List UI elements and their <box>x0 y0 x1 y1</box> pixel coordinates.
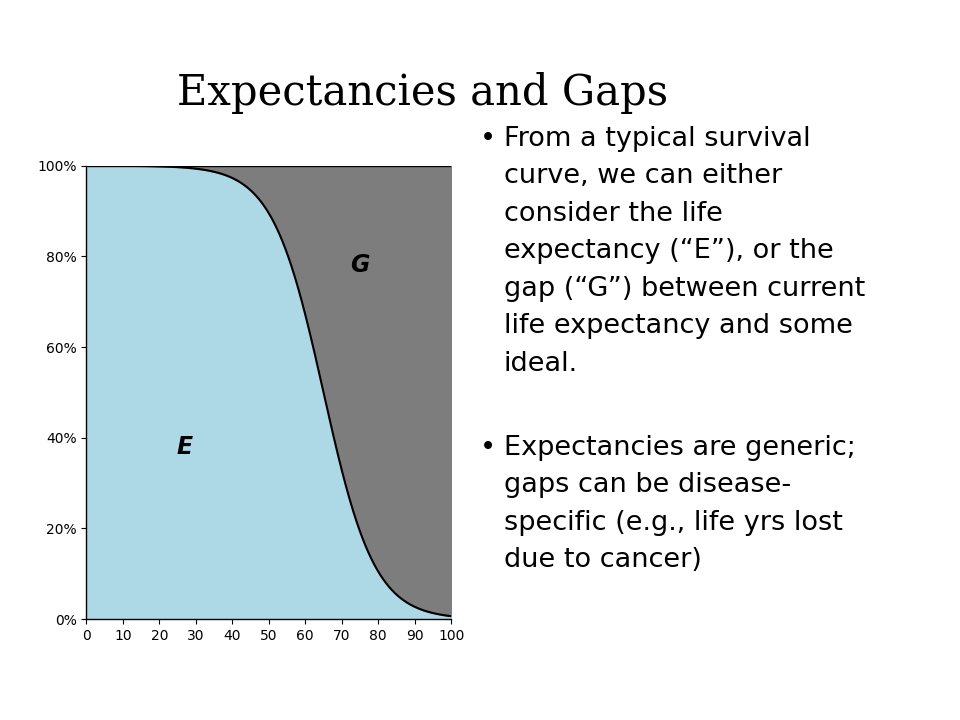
Text: gaps can be disease-: gaps can be disease- <box>504 472 791 498</box>
Text: consider the life: consider the life <box>504 201 723 227</box>
Text: Expectancies are generic;: Expectancies are generic; <box>504 435 855 461</box>
Text: From a typical survival: From a typical survival <box>504 126 810 152</box>
Text: •: • <box>480 435 496 461</box>
Text: G: G <box>350 253 370 277</box>
Text: due to cancer): due to cancer) <box>504 547 702 573</box>
Text: Expectancies and Gaps: Expectancies and Gaps <box>177 72 668 114</box>
Text: •: • <box>480 126 496 152</box>
Text: E: E <box>177 435 193 459</box>
Text: life expectancy and some: life expectancy and some <box>504 313 852 339</box>
Text: curve, we can either: curve, we can either <box>504 163 782 189</box>
Text: ideal.: ideal. <box>504 351 578 377</box>
Text: gap (“G”) between current: gap (“G”) between current <box>504 276 865 302</box>
Text: expectancy (“E”), or the: expectancy (“E”), or the <box>504 238 833 264</box>
Text: specific (e.g., life yrs lost: specific (e.g., life yrs lost <box>504 510 843 536</box>
